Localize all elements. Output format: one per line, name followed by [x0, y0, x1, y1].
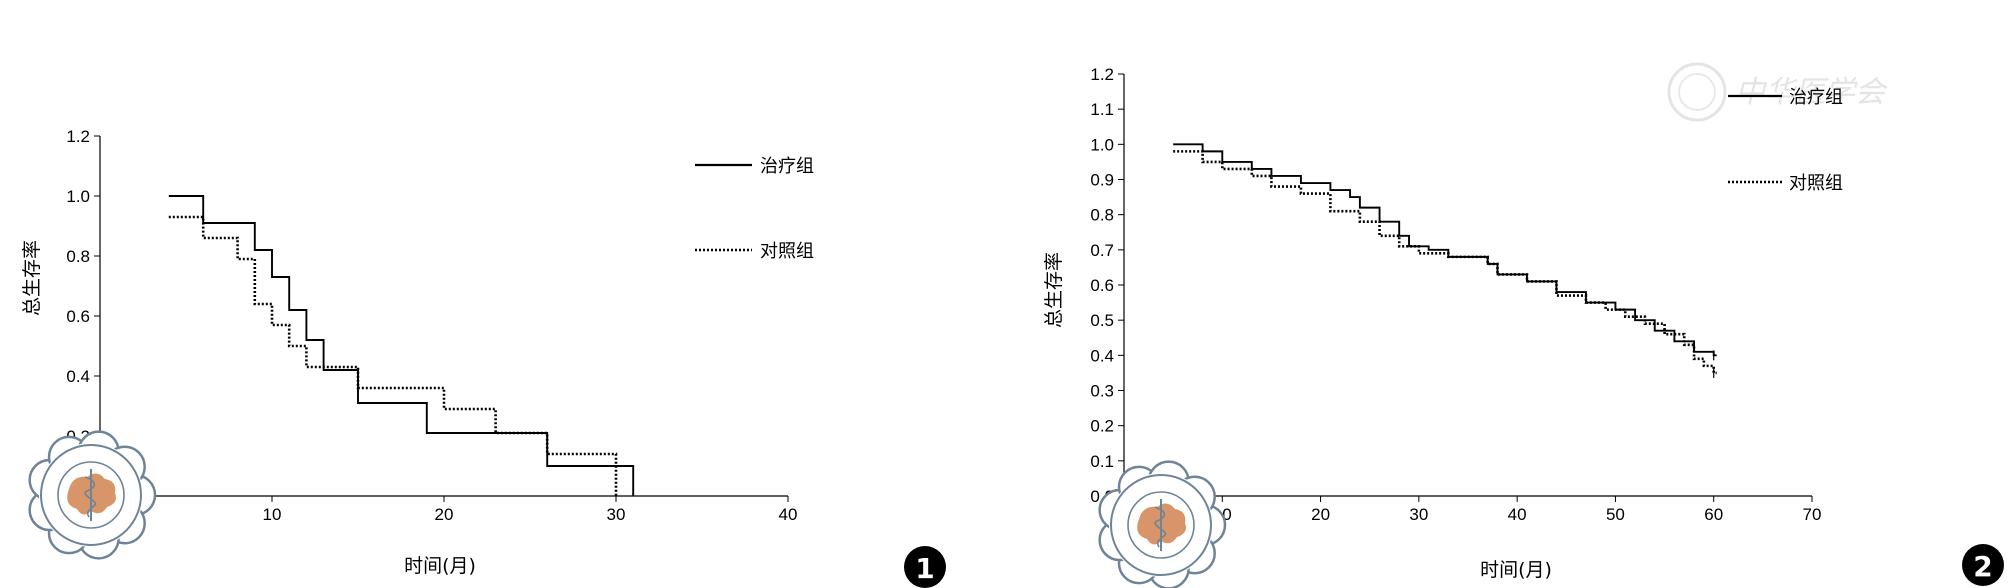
- panel-1-x-ticks: 010203040: [95, 496, 797, 524]
- panel-2-x-tick-label: 20: [1311, 505, 1330, 524]
- panel-2-legend: 治疗组 对照组: [1728, 87, 1843, 194]
- watermark-faint-text: 中华医学会: [1735, 75, 1888, 110]
- seal-snake: [1154, 506, 1167, 548]
- panel-2-number-badge: 2: [1962, 544, 2004, 586]
- panel-1-legend: 治疗组 对照组: [695, 156, 814, 262]
- panel-1-x-tick-label: 20: [435, 505, 454, 524]
- panel-2-y-tick-label: 0.9: [1090, 171, 1114, 190]
- panel-1: 0.00.20.40.60.81.01.2 010203040 时间(月) 总生…: [21, 127, 946, 588]
- cma-seal-2: [1098, 460, 1227, 588]
- cma-seal-emblem: [28, 430, 157, 560]
- panel-2-x-tick-label: 30: [1409, 505, 1428, 524]
- panel-1-series-control-line: [168, 215, 618, 496]
- panel-1-y-axis-label: 总生存率: [21, 240, 43, 316]
- panel-2-legend-label-control: 对照组: [1789, 173, 1843, 194]
- panel-2-y-tick-label: 0.4: [1090, 346, 1114, 365]
- panel-2-x-tick-label: 50: [1606, 505, 1625, 524]
- panel-2-y-tick-label: 0.5: [1090, 311, 1114, 330]
- cma-seal-emblem: [1098, 460, 1227, 588]
- seal-ring-outer: [40, 444, 142, 546]
- panel-2-y-tick-label: 0.2: [1090, 417, 1114, 436]
- panel-1-number-badge: 1: [904, 546, 946, 588]
- panel-2-y-tick-label: 0.6: [1090, 276, 1114, 295]
- panel-2-y-tick-label: 1.2: [1090, 65, 1114, 84]
- panel-1-y-tick-label: 0.8: [66, 247, 90, 266]
- panel-2-y-tick-label: 1.1: [1090, 100, 1114, 119]
- panel-2-y-axis-label: 总生存率: [1043, 252, 1065, 328]
- panel-1-legend-label-treatment: 治疗组: [760, 156, 814, 177]
- panel-2-series-treatment-line: [1173, 143, 1717, 357]
- panel-2-series-control-line: [1173, 150, 1717, 375]
- panel-2-x-axis-label: 时间(月): [1480, 559, 1552, 581]
- panel-2-y-tick-label: 0.1: [1090, 452, 1114, 471]
- seal-ring-inner: [1127, 491, 1195, 559]
- panel-2-x-tick-label: 70: [1803, 505, 1822, 524]
- panel-1-plot: [168, 195, 635, 496]
- seal-ring-outer: [1110, 474, 1212, 576]
- panel-1-series-treatment-line: [168, 195, 635, 496]
- panel-1-y-tick-label: 0.6: [66, 307, 90, 326]
- panel-2-y-ticks: 0.00.10.20.30.40.50.60.70.80.91.01.11.2: [1090, 65, 1124, 506]
- panel-1-x-tick-label: 40: [779, 505, 798, 524]
- panel-1-y-tick-label: 0.4: [66, 367, 90, 386]
- panel-2-y-tick-label: 0.3: [1090, 382, 1114, 401]
- panel-1-y-tick-label: 1.2: [66, 127, 90, 146]
- svg-text:2: 2: [1973, 550, 1992, 583]
- panel-2-y-tick-label: 0.8: [1090, 206, 1114, 225]
- panel-1-x-axis-label: 时间(月): [404, 555, 476, 577]
- panel-2-y-tick-label: 0.7: [1090, 241, 1114, 260]
- watermark-faint: 中华医学会: [1667, 62, 1888, 122]
- panel-2-x-tick-label: 40: [1508, 505, 1527, 524]
- panel-1-x-tick-label: 30: [607, 505, 626, 524]
- seal-snake: [84, 476, 97, 518]
- panel-1-legend-label-control: 对照组: [760, 241, 814, 262]
- panel-2-legend-label-treatment: 治疗组: [1789, 87, 1843, 108]
- panel-2-y-tick-label: 1.0: [1090, 135, 1114, 154]
- panel-1-y-tick-label: 1.0: [66, 187, 90, 206]
- panel-2-plot: [1173, 143, 1717, 378]
- panel-1-x-tick-label: 10: [263, 505, 282, 524]
- svg-text:1: 1: [915, 552, 934, 585]
- cma-seal-1: [28, 430, 157, 560]
- panel-2-x-tick-label: 60: [1704, 505, 1723, 524]
- seal-ring-inner: [57, 461, 125, 529]
